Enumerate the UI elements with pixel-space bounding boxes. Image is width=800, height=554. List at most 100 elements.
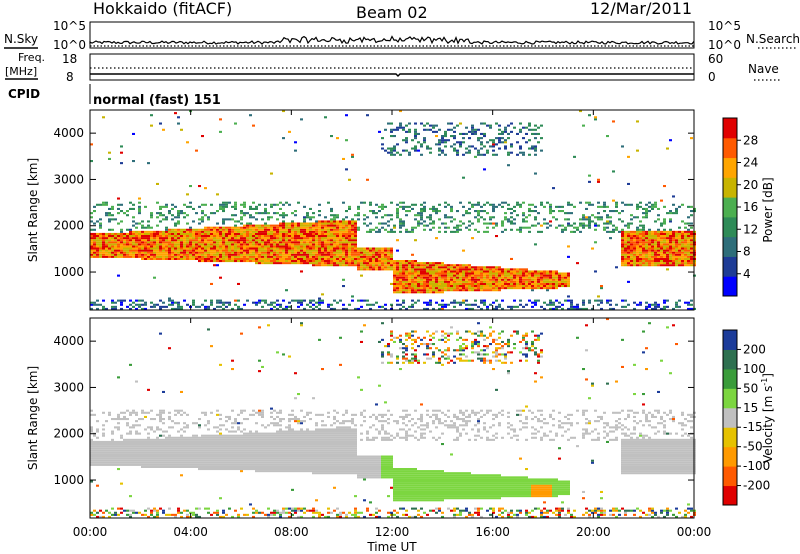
heatmap-cell: [537, 282, 540, 285]
heatmap-cell: [636, 230, 639, 233]
heatmap-cell: [624, 230, 627, 233]
heatmap-cell: [126, 249, 129, 252]
heatmap-cell: [144, 449, 147, 452]
heatmap-cell: [480, 216, 483, 219]
heatmap-cell: [282, 262, 285, 265]
heatmap-cell: [165, 235, 168, 238]
heatmap-cell: [495, 153, 498, 156]
heatmap-cell: [489, 282, 492, 285]
heatmap-cell: [657, 249, 660, 252]
heatmap-cell: [216, 226, 219, 229]
heatmap-cell: [390, 147, 393, 150]
heatmap-cell: [423, 289, 426, 292]
heatmap-cell: [219, 130, 222, 133]
heatmap-cell: [639, 220, 642, 223]
heatmap-cell: [663, 260, 666, 263]
heatmap-cell: [585, 307, 588, 310]
heatmap-cell: [243, 235, 246, 238]
heatmap-cell: [201, 210, 204, 213]
heatmap-cell: [516, 203, 519, 206]
heatmap-cell: [624, 232, 627, 235]
heatmap-cell: [678, 299, 681, 302]
heatmap-cell: [384, 266, 387, 269]
heatmap-cell: [291, 243, 294, 246]
heatmap-cell: [177, 305, 180, 308]
heatmap-cell: [300, 270, 303, 273]
heatmap-cell: [249, 228, 252, 231]
heatmap-cell: [249, 237, 252, 240]
heatmap-cell: [264, 245, 267, 248]
heatmap-cell: [144, 237, 147, 240]
heatmap-cell: [654, 243, 657, 246]
heatmap-cell: [204, 247, 207, 250]
heatmap-cell: [411, 272, 414, 275]
heatmap-cell: [342, 255, 345, 258]
heatmap-cell: [498, 270, 501, 273]
heatmap-cell: [414, 274, 417, 277]
heatmap-cell: [207, 260, 210, 263]
heatmap-cell: [162, 459, 165, 462]
heatmap-cell: [504, 218, 507, 221]
heatmap-cell: [168, 241, 171, 244]
heatmap-cell: [168, 347, 171, 350]
heatmap-cell: [645, 239, 648, 242]
heatmap-cell: [414, 122, 417, 125]
heatmap-cell: [117, 253, 120, 256]
heatmap-cell: [537, 222, 540, 225]
heatmap-cell: [543, 274, 546, 277]
heatmap-cell: [648, 210, 651, 213]
heatmap-cell: [279, 201, 282, 204]
heatmap-cell: [411, 280, 414, 283]
heatmap-cell: [339, 224, 342, 227]
heatmap-cell: [516, 276, 519, 279]
heatmap-cell: [141, 232, 144, 235]
heatmap-cell: [276, 243, 279, 246]
heatmap-cell: [354, 249, 357, 252]
heatmap-cell: [105, 440, 108, 443]
heatmap-cell: [552, 301, 555, 304]
heatmap-cell: [261, 226, 264, 229]
heatmap-cell: [150, 461, 153, 464]
heatmap-cell: [366, 224, 369, 227]
heatmap-cell: [453, 301, 456, 304]
heatmap-cell: [399, 224, 402, 227]
heatmap-cell: [402, 282, 405, 285]
heatmap-cell: [243, 245, 246, 248]
heatmap-cell: [663, 264, 666, 267]
heatmap-cell: [162, 128, 165, 131]
heatmap-cell: [213, 235, 216, 238]
heatmap-cell: [150, 251, 153, 254]
heatmap-cell: [216, 257, 219, 260]
heatmap-cell: [672, 264, 675, 267]
heatmap-cell: [282, 245, 285, 248]
heatmap-cell: [216, 301, 219, 304]
heatmap-cell: [417, 224, 420, 227]
heatmap-cell: [108, 237, 111, 240]
heatmap-cell: [291, 224, 294, 227]
heatmap-cell: [123, 239, 126, 242]
heatmap-cell: [147, 251, 150, 254]
heatmap-cell: [345, 260, 348, 263]
heatmap-cell: [123, 255, 126, 258]
heatmap-cell: [102, 255, 105, 258]
heatmap-cell: [519, 299, 522, 302]
heatmap-cell: [210, 243, 213, 246]
heatmap-cell: [168, 303, 171, 306]
heatmap-cell: [132, 445, 135, 448]
heatmap-cell: [162, 443, 165, 446]
heatmap-cell: [621, 241, 624, 244]
heatmap-cell: [561, 282, 564, 285]
heatmap-cell: [528, 285, 531, 288]
heatmap-cell: [438, 143, 441, 146]
heatmap-cell: [462, 266, 465, 269]
heatmap-cell: [168, 455, 171, 458]
heatmap-cell: [90, 251, 93, 254]
heatmap-cell: [297, 245, 300, 248]
heatmap-cell: [393, 270, 396, 273]
heatmap-cell: [570, 212, 573, 215]
heatmap-cell: [651, 203, 654, 206]
heatmap-cell: [270, 205, 273, 208]
heatmap-cell: [273, 260, 276, 263]
heatmap-cell: [411, 139, 414, 142]
heatmap-cell: [141, 440, 144, 443]
